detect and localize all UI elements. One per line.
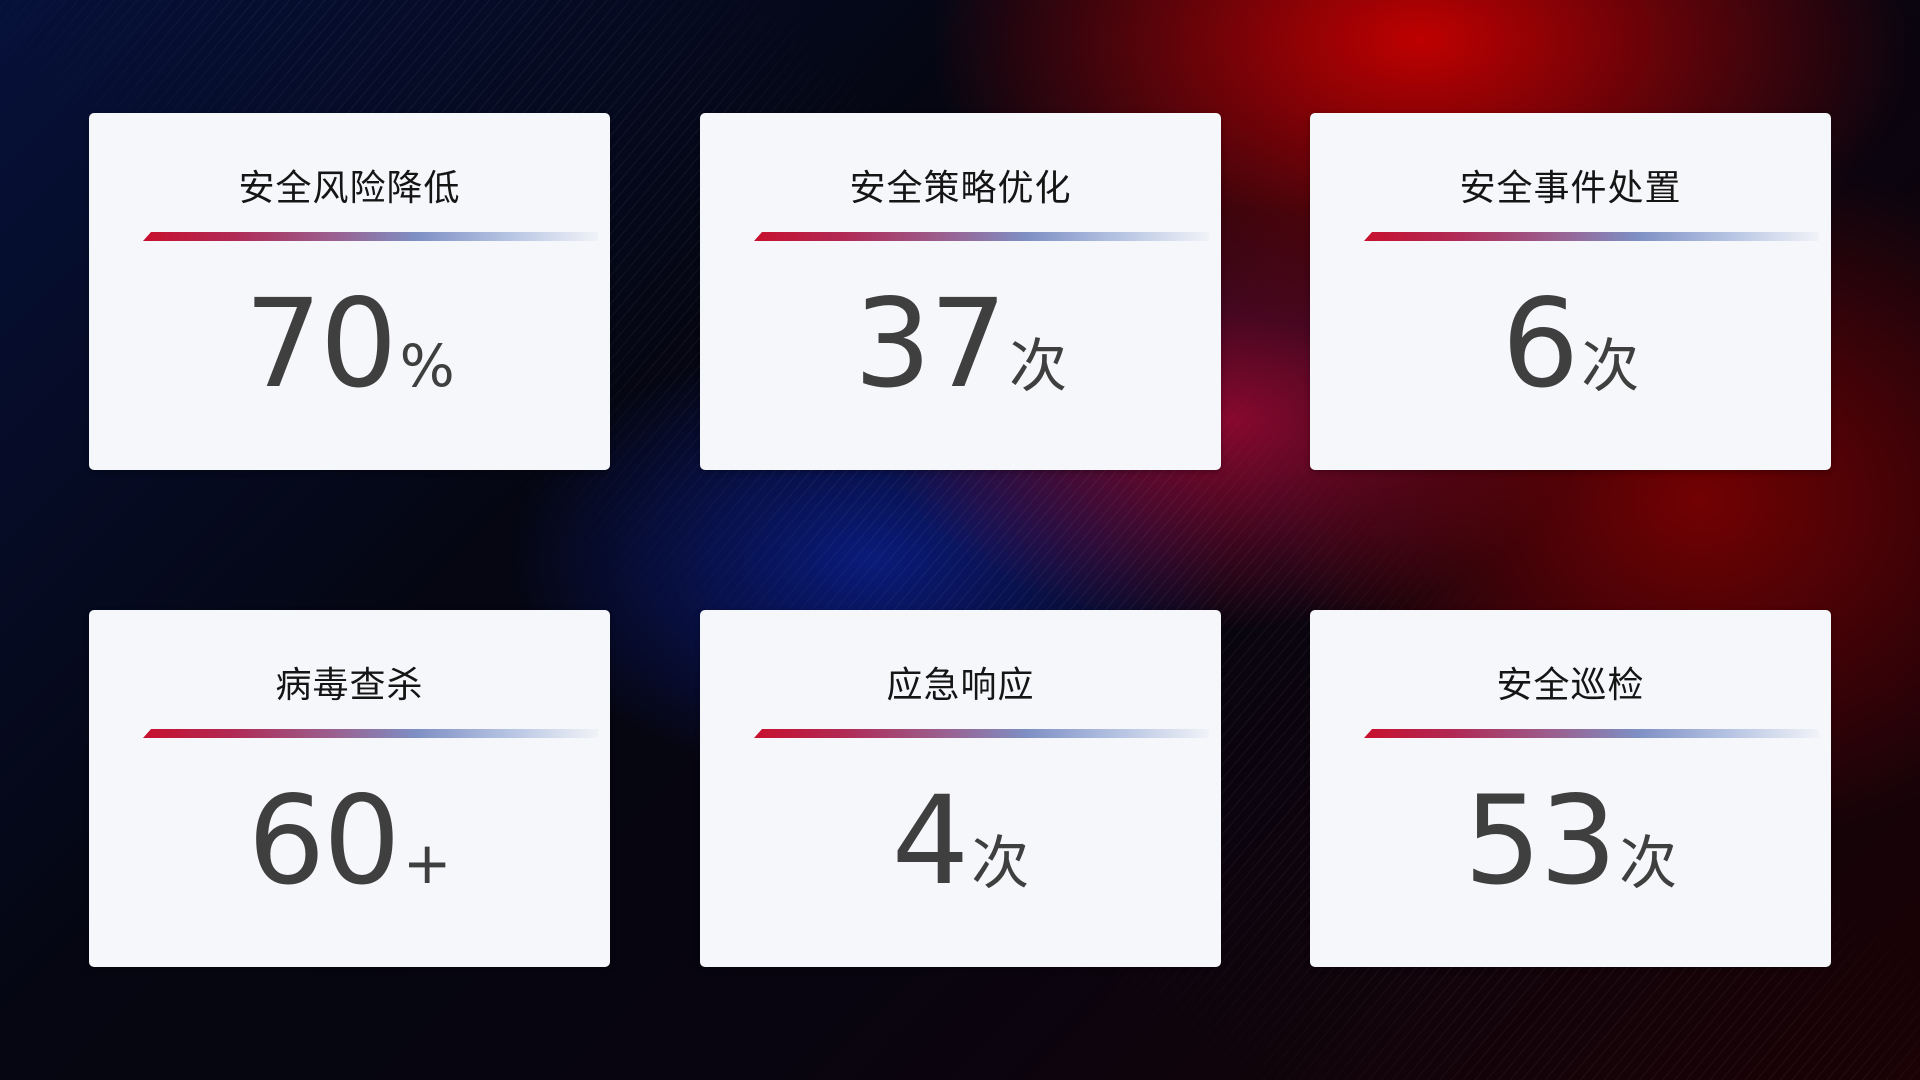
card-value: 60+ (89, 770, 610, 912)
card-title: 安全策略优化 (849, 168, 1072, 209)
card-value: 4次 (700, 770, 1221, 912)
gradient-divider (754, 729, 1209, 738)
gradient-divider (1364, 232, 1819, 241)
stat-card-emergency-response: 应急响应 4次 (700, 610, 1221, 967)
gradient-divider (143, 729, 598, 738)
card-value: 37次 (700, 273, 1221, 415)
gradient-divider (754, 232, 1209, 241)
value-number: 37 (853, 273, 1007, 415)
value-number: 53 (1463, 770, 1617, 912)
gradient-divider (1364, 729, 1819, 738)
value-number: 4 (891, 770, 970, 912)
card-title: 安全风险降低 (238, 168, 461, 209)
stat-card-risk-reduction: 安全风险降低 70% (89, 113, 610, 470)
card-title: 安全巡检 (1496, 665, 1645, 706)
value-unit: % (399, 332, 455, 400)
stat-card-incident-handling: 安全事件处置 6次 (1310, 113, 1831, 470)
stat-card-virus-removal: 病毒查杀 60+ (89, 610, 610, 967)
card-value: 70% (89, 273, 610, 415)
value-unit: 次 (1009, 332, 1068, 400)
value-unit: 次 (1619, 829, 1678, 897)
value-number: 70 (244, 273, 397, 415)
value-unit: 次 (971, 829, 1030, 897)
value-number: 60 (247, 770, 401, 912)
value-number: 6 (1501, 273, 1580, 415)
card-title: 安全事件处置 (1459, 168, 1682, 209)
card-value: 53次 (1310, 770, 1831, 912)
card-title: 应急响应 (886, 665, 1035, 706)
stat-card-policy-optimization: 安全策略优化 37次 (700, 113, 1221, 470)
gradient-divider (143, 232, 598, 241)
stat-card-security-inspection: 安全巡检 53次 (1310, 610, 1831, 967)
card-value: 6次 (1310, 273, 1831, 415)
card-title: 病毒查杀 (275, 665, 424, 706)
value-unit: 次 (1581, 332, 1640, 400)
value-unit: + (402, 829, 452, 897)
